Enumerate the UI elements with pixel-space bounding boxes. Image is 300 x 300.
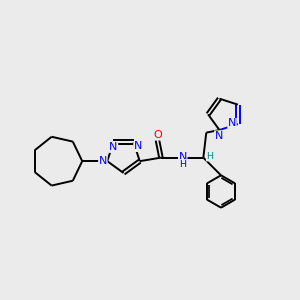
Text: H: H [206,152,213,161]
Text: N: N [109,142,118,152]
Text: N: N [134,142,142,152]
Text: O: O [153,130,162,140]
Text: N: N [228,118,236,128]
Text: N: N [178,152,187,162]
Text: N: N [215,131,223,141]
Text: N: N [99,156,107,166]
Text: H: H [179,160,186,169]
